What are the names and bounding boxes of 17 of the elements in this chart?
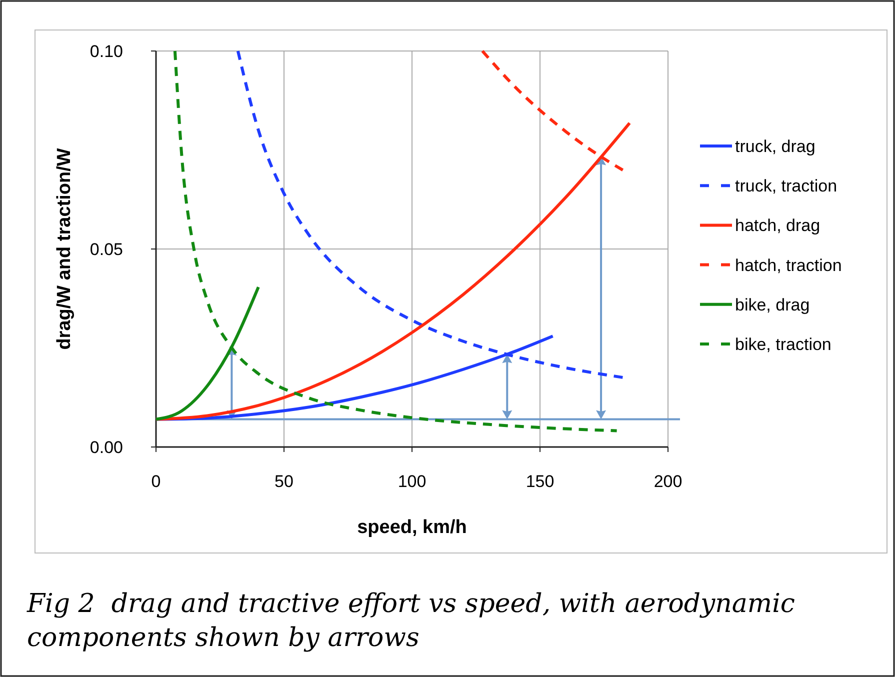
x-tick-label: 50 (274, 472, 294, 491)
legend-label: hatch, traction (735, 256, 842, 275)
x-tick-label: 200 (654, 472, 682, 491)
x-tick-label: 100 (398, 472, 426, 491)
legend-label: bike, drag (735, 295, 810, 314)
y-tick-label: 0.05 (90, 240, 123, 259)
y-axis-title: drag/W and traction/W (54, 148, 75, 350)
y-tick-label: 0.10 (90, 42, 123, 61)
x-axis-title: speed, km/h (357, 517, 467, 538)
y-tick-label: 0.00 (90, 438, 123, 457)
x-tick-label: 0 (151, 472, 161, 491)
legend-label: bike, traction (735, 335, 832, 354)
x-tick-label: 150 (526, 472, 554, 491)
legend-label: hatch, drag (735, 216, 820, 236)
caption: Fig 2 drag and tractive effort vs speed, with aerodynamic components shown by arrows (26, 589, 796, 653)
legend-label: truck, traction (735, 176, 838, 196)
legend-label: truck, drag (735, 137, 816, 156)
